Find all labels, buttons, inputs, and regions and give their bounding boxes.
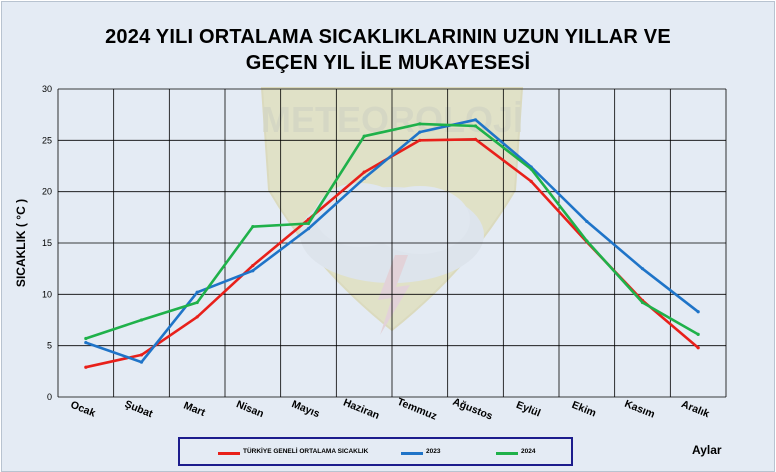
chart-series-lines [84,118,700,369]
y-tick-label: 20 [42,187,52,197]
legend-label-2023: 2023 [426,448,441,455]
data-point [139,360,144,364]
chart-title-line2: GEÇEN YIL İLE MUKAYESESİ [245,52,531,74]
data-point [195,290,199,294]
legend-label-turkiye: TÜRKİYE GENELİ ORTALAMA SICAKLIK [243,448,369,455]
legend-swatch-2024 [496,452,518,455]
y-axis-ticks: 0 5 10 15 20 25 30 [42,84,52,402]
x-tick-label: Ocak [69,399,97,420]
data-point [585,239,589,243]
data-point [84,336,88,341]
data-point [585,219,589,224]
data-point [696,310,700,314]
x-tick-label: Aralık [680,398,712,420]
data-point [251,269,255,273]
x-tick-label: Mart [182,400,208,420]
x-tick-label: Ekim [570,399,598,420]
x-tick-label: Eylül [514,399,542,420]
data-point [529,179,533,183]
data-point [195,300,199,305]
x-tick-label: Ağustos [451,396,495,423]
x-tick-label: Mayıs [290,398,322,420]
data-point [195,315,199,319]
x-tick-label: Şubat [123,398,155,420]
x-axis-label: Aylar [692,443,722,457]
data-point [362,176,366,180]
data-point [473,118,478,122]
x-tick-label: Nisan [234,398,265,420]
data-point [362,134,366,138]
legend-swatch-2023 [401,452,423,455]
data-point [640,300,645,305]
data-point [418,138,422,142]
data-point [84,365,88,369]
data-point [251,263,255,268]
chart-grid [57,88,727,398]
data-point [473,137,478,141]
series-line-2023 [84,118,700,364]
data-point [306,227,311,231]
data-point [139,353,144,357]
data-point [418,130,422,134]
data-point [251,224,255,229]
x-axis-ticks: Ocak Şubat Mart Nisan Mayıs Haziran Temmuz Ağus… [69,396,711,423]
data-point [473,124,478,128]
data-point [640,267,645,271]
y-axis-label: SICAKLIK ( °C ) [14,199,28,287]
data-point [418,122,422,126]
data-point [529,167,533,171]
data-point [696,332,700,336]
x-tick-label: Temmuz [395,396,438,423]
y-tick-label: 0 [47,392,52,402]
y-tick-label: 15 [42,238,52,248]
data-point [362,170,366,174]
x-tick-label: Kasım [623,398,657,421]
y-tick-label: 25 [42,135,52,145]
data-point [84,340,88,345]
chart-legend: TÜRKİYE GENELİ ORTALAMA SICAKLIK 2023 20… [178,437,573,466]
legend-swatch-turkiye [218,452,240,455]
chart-title-line1: 2024 YILI ORTALAMA SICAKLIKLARININ UZUN … [105,26,671,48]
y-tick-label: 5 [47,341,52,351]
y-tick-label: 30 [42,84,52,94]
data-point [306,221,311,226]
legend-label-2024: 2024 [521,448,536,455]
series-line-2024 [84,122,700,340]
y-tick-label: 10 [42,289,52,299]
x-tick-label: Haziran [341,397,381,422]
data-point [139,318,144,322]
data-point [696,346,700,350]
